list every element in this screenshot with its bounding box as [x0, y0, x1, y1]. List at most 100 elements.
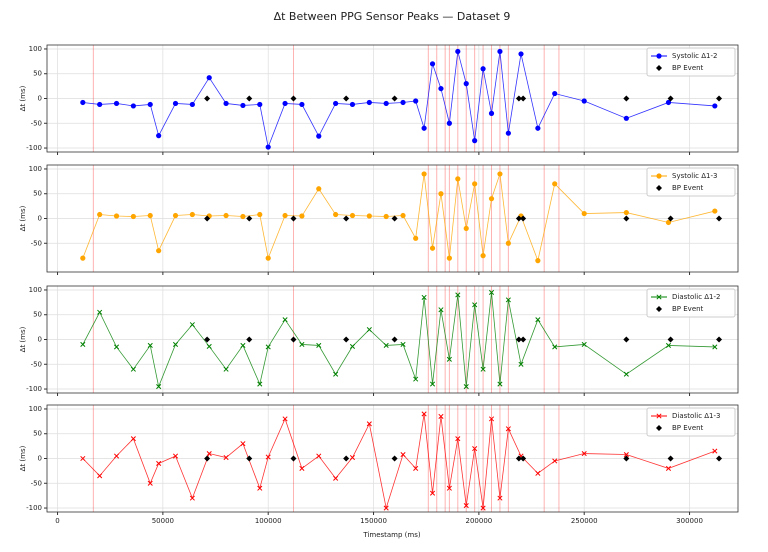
marker	[97, 101, 103, 108]
bp-event-marker	[246, 215, 253, 222]
marker	[189, 211, 195, 218]
marker	[446, 356, 452, 362]
marker	[206, 343, 212, 349]
marker	[656, 53, 662, 59]
y-tick-label: -100	[26, 504, 42, 512]
marker	[156, 133, 162, 139]
legend-label: Diastolic Δ1-2	[672, 293, 720, 301]
y-tick-label: 100	[29, 405, 42, 413]
marker	[156, 460, 162, 467]
marker	[463, 225, 469, 232]
marker	[257, 485, 263, 491]
marker	[383, 213, 389, 220]
series-line	[82, 413, 715, 509]
marker	[366, 99, 372, 106]
y-tick-label: -100	[26, 144, 42, 152]
bp-event-marker	[515, 455, 522, 462]
marker	[455, 436, 461, 442]
marker	[113, 100, 120, 107]
marker	[505, 297, 511, 303]
y-axis-label: Δt (ms)	[19, 445, 27, 471]
marker	[665, 99, 672, 106]
marker	[438, 413, 444, 419]
marker	[113, 453, 120, 459]
bp-event-marker	[204, 455, 211, 462]
x-tick-label: 200000	[466, 517, 493, 525]
bp-event-marker	[667, 95, 674, 102]
marker	[257, 101, 263, 108]
y-tick-label: 0	[38, 95, 42, 103]
legend-box	[646, 288, 736, 318]
marker	[316, 186, 322, 192]
plot-frame	[46, 285, 739, 394]
marker	[333, 475, 339, 481]
marker	[552, 181, 558, 187]
y-tick-label: 100	[29, 286, 42, 294]
marker	[383, 342, 389, 348]
marker	[413, 235, 419, 241]
bp-event-marker	[343, 95, 350, 102]
y-tick-label: 50	[33, 311, 42, 319]
series-line	[82, 51, 715, 149]
marker	[438, 85, 444, 92]
marker	[282, 212, 288, 219]
bp-event-marker	[716, 336, 723, 343]
x-tick-label: 150000	[360, 517, 387, 525]
marker	[446, 255, 452, 261]
marker	[712, 103, 718, 109]
marker	[463, 503, 469, 509]
marker	[349, 212, 356, 219]
bp-event-marker	[290, 95, 297, 102]
marker	[656, 294, 662, 300]
marker	[333, 100, 339, 107]
marker	[623, 371, 629, 377]
marker	[446, 120, 452, 126]
marker	[429, 490, 436, 496]
marker	[429, 245, 436, 251]
marker	[172, 212, 179, 219]
bp-event-marker	[623, 95, 630, 102]
marker	[400, 99, 406, 106]
marker	[349, 343, 356, 349]
bp-event-marker	[246, 455, 253, 462]
y-tick-label: -50	[31, 360, 42, 368]
plot-frame	[46, 44, 739, 153]
bp-event-marker	[716, 95, 723, 102]
bp-event-marker	[515, 336, 522, 343]
marker	[257, 381, 263, 387]
marker	[147, 342, 153, 348]
bp-event-marker	[520, 336, 527, 343]
subplot: -50 0 50 100 Δt (ms) Systolic Δ1-3 BP Event	[19, 164, 739, 275]
marker	[505, 130, 511, 136]
marker	[446, 485, 452, 491]
y-tick-label: 0	[38, 336, 42, 344]
marker	[400, 341, 406, 348]
marker	[189, 101, 195, 108]
marker	[488, 416, 495, 422]
marker	[438, 191, 444, 197]
x-tick-label: 300000	[676, 517, 703, 525]
marker	[206, 450, 212, 457]
bp-event-marker	[520, 215, 527, 222]
bp-event-marker	[520, 455, 527, 462]
marker	[552, 344, 558, 350]
marker	[130, 366, 136, 372]
marker	[488, 196, 495, 202]
subplot: -100 -50 0 50 100 0 50000 100000 150000 200000 250…	[19, 404, 739, 525]
marker	[316, 133, 322, 139]
x-tick-label: 100000	[255, 517, 282, 525]
marker	[223, 212, 229, 219]
marker	[299, 101, 305, 108]
bp-event-marker	[520, 95, 527, 102]
bp-event-marker	[667, 455, 674, 462]
marker	[156, 384, 162, 390]
marker	[421, 171, 427, 177]
marker	[535, 317, 541, 323]
marker	[282, 416, 288, 422]
marker	[581, 341, 587, 348]
bp-event-marker	[343, 336, 350, 343]
marker	[316, 342, 322, 348]
legend-box	[646, 407, 736, 437]
marker	[497, 495, 503, 501]
